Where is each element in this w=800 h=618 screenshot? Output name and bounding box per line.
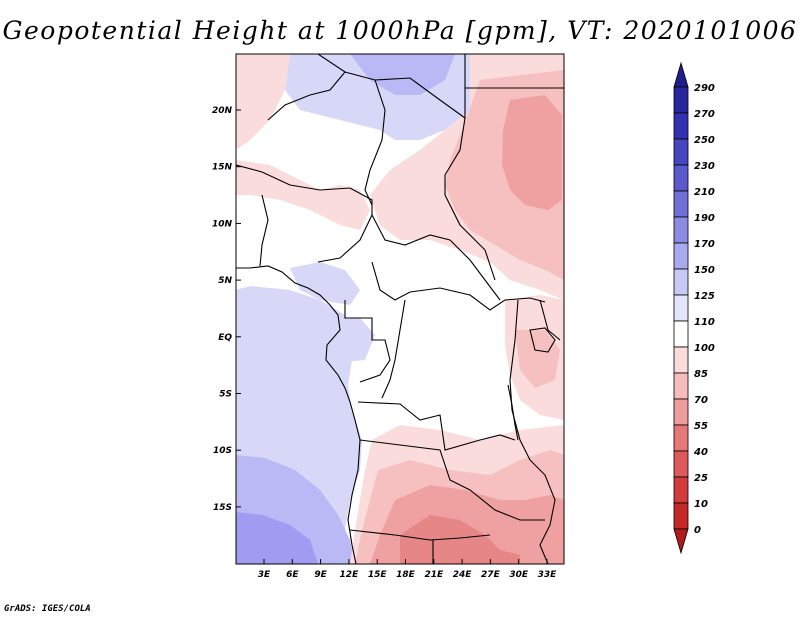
lon-label: 27E bbox=[481, 570, 501, 580]
colorbar-segment bbox=[673, 398, 689, 426]
border-line bbox=[381, 299, 406, 399]
colorbar-segment bbox=[673, 138, 689, 166]
colorbar-label: 110 bbox=[694, 317, 715, 328]
colorbar-label: 170 bbox=[694, 239, 715, 250]
colorbar-segment bbox=[673, 86, 689, 114]
border-line bbox=[357, 401, 516, 451]
field-blue-strong bbox=[236, 512, 318, 564]
lon-label: 33E bbox=[538, 570, 558, 580]
field-layer bbox=[236, 54, 564, 564]
grads-credit: GrADS: IGES/COLA bbox=[4, 604, 91, 614]
colorbar-label: 0 bbox=[694, 525, 701, 536]
field-red-deep-south bbox=[400, 515, 520, 564]
lat-label: 5N bbox=[218, 276, 232, 286]
colorbar: 2902702502302101901701501251101008570554… bbox=[673, 61, 715, 555]
lon-label: 30E bbox=[509, 570, 529, 580]
longitude-axis: 3E 6E 9E 12E 15E 18E 21E 24E 27E 30E 33E bbox=[258, 559, 557, 580]
colorbar-label: 230 bbox=[694, 161, 715, 172]
field-blue-patch-2 bbox=[330, 318, 375, 362]
border-line bbox=[259, 194, 269, 267]
colorbar-label: 150 bbox=[694, 265, 715, 276]
colorbar-label: 40 bbox=[693, 447, 708, 458]
lon-label: 24E bbox=[453, 570, 473, 580]
field-pink-light-nw-2 bbox=[236, 160, 370, 230]
field-pink-mid-east bbox=[515, 330, 560, 388]
border-line bbox=[236, 164, 373, 215]
lat-label: 15N bbox=[212, 163, 233, 173]
field-blue-patch-1 bbox=[290, 262, 360, 305]
colorbar-segment bbox=[673, 164, 689, 192]
colorbar-label: 125 bbox=[694, 291, 715, 302]
colorbar-label: 25 bbox=[694, 473, 708, 484]
colorbar-label: 85 bbox=[694, 369, 708, 380]
lon-label: 3E bbox=[258, 570, 271, 580]
colorbar-segment bbox=[673, 346, 689, 374]
colorbar-segment bbox=[673, 268, 689, 296]
colorbar-segment bbox=[673, 216, 689, 244]
border-line bbox=[359, 439, 545, 521]
colorbar-label: 270 bbox=[694, 109, 715, 120]
colorbar-segment bbox=[673, 112, 689, 140]
colorbar-segment bbox=[673, 242, 689, 270]
colorbar-label: 190 bbox=[694, 213, 715, 224]
lon-label: 12E bbox=[340, 570, 360, 580]
border-line bbox=[371, 214, 501, 301]
colorbar-label: 100 bbox=[694, 343, 715, 354]
lon-label: 6E bbox=[286, 570, 299, 580]
border-line bbox=[344, 300, 391, 383]
colorbar-segment bbox=[673, 190, 689, 218]
border-line bbox=[529, 459, 556, 564]
colorbar-segment bbox=[673, 294, 689, 322]
colorbar-label: 210 bbox=[694, 187, 715, 198]
lat-label: 5S bbox=[219, 390, 232, 400]
lat-label: 20N bbox=[212, 106, 233, 116]
field-pink-light-west bbox=[236, 54, 290, 150]
colorbar-label: 250 bbox=[694, 135, 715, 146]
colorbar-segment bbox=[673, 476, 689, 504]
border-line bbox=[444, 54, 496, 281]
lake-tanganyika bbox=[507, 384, 519, 441]
lon-label: 15E bbox=[368, 570, 388, 580]
lat-label: 10S bbox=[213, 446, 232, 456]
lat-label: 10N bbox=[212, 219, 233, 229]
colorbar-bottom-arrow bbox=[673, 528, 689, 555]
colorbar-label: 10 bbox=[694, 499, 708, 510]
field-pink-strong-ne bbox=[502, 95, 562, 210]
border-line bbox=[371, 261, 546, 311]
colorbar-label: 70 bbox=[694, 395, 708, 406]
colorbar-label: 290 bbox=[694, 83, 715, 94]
border-line bbox=[349, 529, 491, 541]
colorbar-segment bbox=[673, 372, 689, 400]
map-title: Geopotential Height at 1000hPa [gpm], VT… bbox=[2, 16, 798, 45]
border-line bbox=[509, 299, 531, 461]
lon-label: 21E bbox=[424, 570, 444, 580]
colorbar-top-arrow bbox=[673, 61, 689, 88]
colorbar-segment bbox=[673, 424, 689, 452]
colorbar-segment bbox=[673, 450, 689, 478]
colorbar-segment bbox=[673, 502, 689, 530]
coastline bbox=[236, 265, 361, 564]
lat-label: EQ bbox=[218, 333, 232, 343]
colorbar-segment bbox=[673, 320, 689, 348]
border-line bbox=[364, 79, 386, 206]
borders-layer bbox=[236, 54, 564, 564]
field-blue-mid-north bbox=[350, 54, 455, 95]
colorbar-label: 55 bbox=[694, 421, 708, 432]
border-line bbox=[317, 54, 466, 119]
plot-frame bbox=[235, 53, 565, 565]
lat-label: 15S bbox=[213, 503, 232, 513]
lake-victoria bbox=[529, 327, 556, 353]
border-line bbox=[317, 214, 373, 263]
border-line bbox=[539, 299, 561, 341]
lon-label: 9E bbox=[314, 570, 327, 580]
lon-label: 18E bbox=[396, 570, 416, 580]
border-line bbox=[267, 71, 346, 121]
latitude-axis: 20N 15N 10N 5N EQ 5S 10S 15S bbox=[212, 106, 241, 513]
